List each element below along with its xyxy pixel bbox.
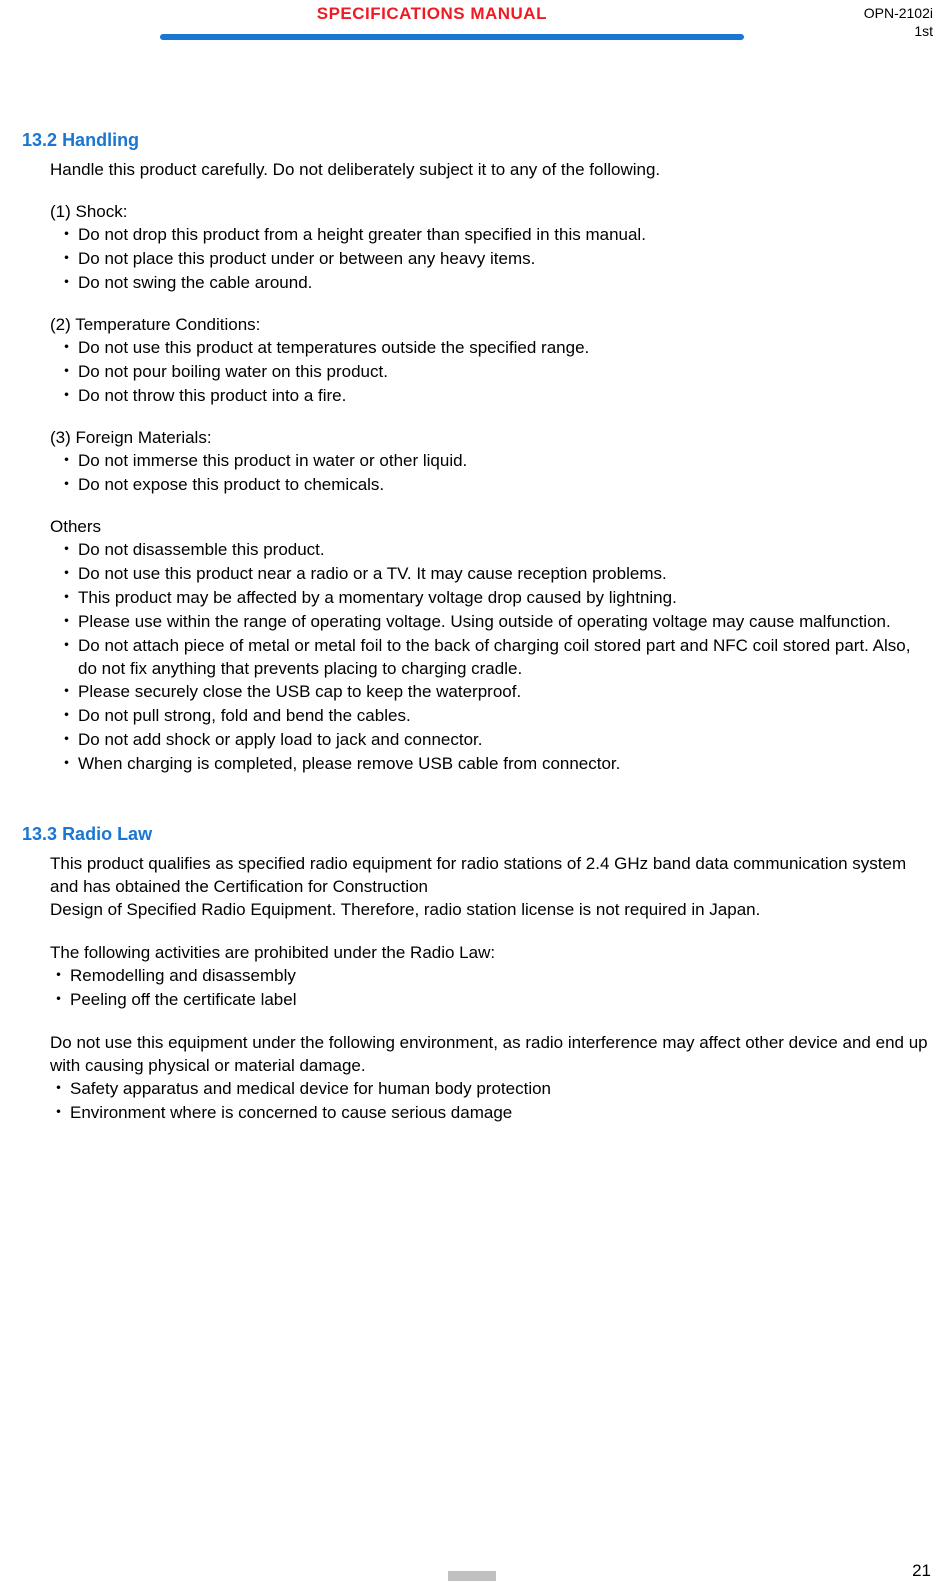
bullet-item: Do not disassemble this product. [50,539,933,562]
bullet-item: Do not attach piece of metal or metal fo… [50,635,933,681]
bullet-item: Environment where is concerned to cause … [50,1102,933,1125]
env-list: Safety apparatus and medical device for … [50,1078,933,1125]
bullet-item: Do not pull strong, fold and bend the ca… [50,705,933,728]
content: 13.2 Handling Handle this product carefu… [0,40,943,1124]
bullet-item: Do not place this product under or betwe… [50,248,933,271]
radio-para3: Do not use this equipment under the foll… [50,1032,933,1078]
page-number: 21 [912,1561,931,1581]
bullet-list: Do not disassemble this product. Do not … [50,539,933,776]
section-title: Handling [62,130,139,150]
revision: 1st [864,22,933,40]
bullet-item: Do not immerse this product in water or … [50,450,933,473]
bullet-item: Do not use this product at temperatures … [50,337,933,360]
group-temperature: (2) Temperature Conditions: Do not use t… [50,315,933,408]
section-title: Radio Law [62,824,152,844]
radio-para2: The following activities are prohibited … [50,942,933,965]
bullet-list: Do not immerse this product in water or … [50,450,933,497]
bullet-item: Safety apparatus and medical device for … [50,1078,933,1101]
bullet-item: Remodelling and disassembly [50,965,933,988]
footer-mark [448,1571,496,1581]
header-rule [160,34,744,40]
bullet-list: Do not use this product at temperatures … [50,337,933,408]
radio-para1b: Design of Specified Radio Equipment. The… [50,899,933,922]
section-heading-handling: 13.2 Handling [22,130,933,151]
section-num: 13.2 [22,130,57,150]
product-code: OPN-2102i [864,4,933,22]
bullet-item: Do not add shock or apply load to jack a… [50,729,933,752]
bullet-list: Do not drop this product from a height g… [50,224,933,295]
group-head: (3) Foreign Materials: [50,428,933,448]
group-others: Others Do not disassemble this product. … [50,517,933,776]
radio-para1a: This product qualifies as specified radi… [50,853,933,899]
header-title: SPECIFICATIONS MANUAL [0,4,864,24]
header-right: OPN-2102i 1st [864,4,933,40]
header-title-area: SPECIFICATIONS MANUAL [0,4,864,40]
group-head: (1) Shock: [50,202,933,222]
prohibited-list: Remodelling and disassembly Peeling off … [50,965,933,1012]
bullet-item: This product may be affected by a moment… [50,587,933,610]
bullet-item: Do not expose this product to chemicals. [50,474,933,497]
section-num: 13.3 [22,824,57,844]
group-head: (2) Temperature Conditions: [50,315,933,335]
bullet-item: When charging is completed, please remov… [50,753,933,776]
bullet-item: Do not use this product near a radio or … [50,563,933,586]
bullet-item: Do not swing the cable around. [50,272,933,295]
group-foreign: (3) Foreign Materials: Do not immerse th… [50,428,933,497]
handling-intro: Handle this product carefully. Do not de… [50,159,933,182]
section-heading-radio: 13.3 Radio Law [22,824,933,845]
bullet-item: Do not pour boiling water on this produc… [50,361,933,384]
bullet-item: Peeling off the certificate label [50,989,933,1012]
group-head: Others [50,517,933,537]
page-header: SPECIFICATIONS MANUAL OPN-2102i 1st [0,0,943,40]
bullet-item: Do not drop this product from a height g… [50,224,933,247]
bullet-item: Please use within the range of operating… [50,611,933,634]
group-shock: (1) Shock: Do not drop this product from… [50,202,933,295]
bullet-item: Please securely close the USB cap to kee… [50,681,933,704]
bullet-item: Do not throw this product into a fire. [50,385,933,408]
